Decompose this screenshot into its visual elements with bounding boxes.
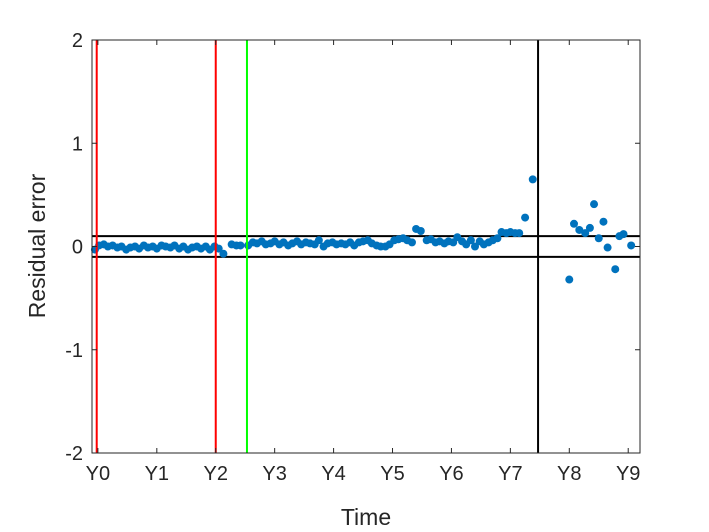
data-point bbox=[471, 242, 480, 251]
data-point bbox=[515, 229, 524, 238]
data-point bbox=[611, 265, 620, 274]
data-point bbox=[619, 230, 628, 239]
data-point bbox=[585, 223, 594, 232]
data-point bbox=[594, 234, 603, 243]
x-tick-label: Y6 bbox=[439, 463, 463, 485]
x-tick-label: Y0 bbox=[86, 463, 110, 485]
x-tick-label: Y9 bbox=[616, 463, 640, 485]
threshold-lines bbox=[92, 235, 640, 258]
x-axis-title: Time bbox=[341, 504, 391, 530]
data-point bbox=[466, 236, 475, 245]
x-tick-label: Y5 bbox=[380, 463, 404, 485]
data-point bbox=[219, 249, 228, 258]
data-point bbox=[493, 234, 502, 243]
y-tick-label: -2 bbox=[65, 443, 83, 465]
x-tick-label: Y4 bbox=[321, 463, 345, 485]
y-tick-label: 0 bbox=[72, 237, 83, 259]
data-point bbox=[521, 213, 530, 222]
x-tick-label: Y2 bbox=[204, 463, 228, 485]
y-tick-label: -1 bbox=[65, 340, 83, 362]
x-tick-label: Y7 bbox=[498, 463, 522, 485]
data-point bbox=[528, 175, 537, 184]
x-tick-label: Y8 bbox=[557, 463, 581, 485]
y-axis-title: Residual error bbox=[24, 173, 50, 318]
data-point bbox=[565, 275, 574, 284]
data-points bbox=[90, 175, 636, 284]
data-point bbox=[236, 241, 245, 250]
y-axis: 2 1 0 -1 -2 bbox=[65, 30, 640, 465]
y-tick-label: 1 bbox=[72, 133, 83, 155]
data-point bbox=[627, 241, 636, 250]
data-point bbox=[570, 219, 579, 228]
data-point bbox=[590, 200, 599, 209]
x-axis: Y0 Y1 Y2 Y3 Y4 Y5 Y6 Y7 Y8 Y9 bbox=[86, 40, 640, 485]
data-point bbox=[599, 217, 608, 226]
x-tick-label: Y1 bbox=[145, 463, 169, 485]
x-tick-label: Y3 bbox=[262, 463, 286, 485]
marker-lines bbox=[95, 40, 540, 453]
data-point bbox=[407, 238, 416, 247]
y-tick-label: 2 bbox=[72, 30, 83, 52]
data-point bbox=[314, 236, 323, 245]
data-point bbox=[575, 225, 584, 234]
data-point bbox=[581, 229, 590, 238]
data-point bbox=[603, 243, 612, 252]
data-point bbox=[416, 227, 425, 236]
